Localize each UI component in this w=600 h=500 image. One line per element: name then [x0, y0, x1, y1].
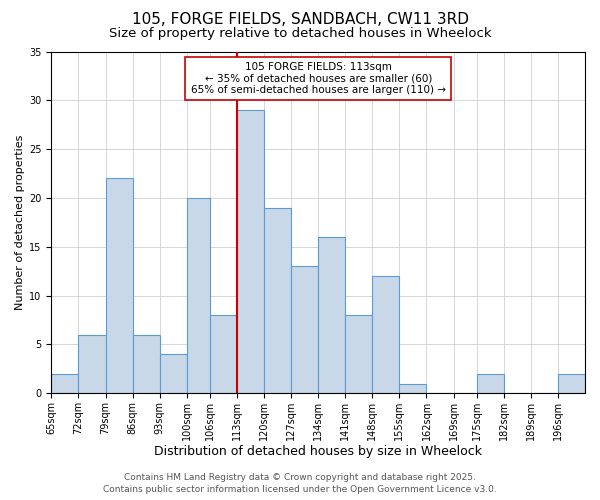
Bar [318, 237, 345, 394]
Bar [79, 334, 106, 394]
Text: 105, FORGE FIELDS, SANDBACH, CW11 3RD: 105, FORGE FIELDS, SANDBACH, CW11 3RD [131, 12, 469, 28]
Bar [291, 266, 318, 394]
Bar [160, 354, 187, 394]
Bar [237, 110, 264, 394]
Text: Size of property relative to detached houses in Wheelock: Size of property relative to detached ho… [109, 28, 491, 40]
Bar [264, 208, 291, 394]
Bar [373, 276, 400, 394]
Bar [187, 198, 210, 394]
Bar [133, 334, 160, 394]
X-axis label: Distribution of detached houses by size in Wheelock: Distribution of detached houses by size … [154, 444, 482, 458]
Bar [210, 315, 237, 394]
Bar [558, 374, 585, 394]
Bar [52, 374, 79, 394]
Bar [106, 178, 133, 394]
Y-axis label: Number of detached properties: Number of detached properties [15, 134, 25, 310]
Bar [345, 315, 373, 394]
Text: 105 FORGE FIELDS: 113sqm
← 35% of detached houses are smaller (60)
65% of semi-d: 105 FORGE FIELDS: 113sqm ← 35% of detach… [191, 62, 446, 95]
Text: Contains HM Land Registry data © Crown copyright and database right 2025.
Contai: Contains HM Land Registry data © Crown c… [103, 473, 497, 494]
Bar [477, 374, 504, 394]
Bar [400, 384, 427, 394]
